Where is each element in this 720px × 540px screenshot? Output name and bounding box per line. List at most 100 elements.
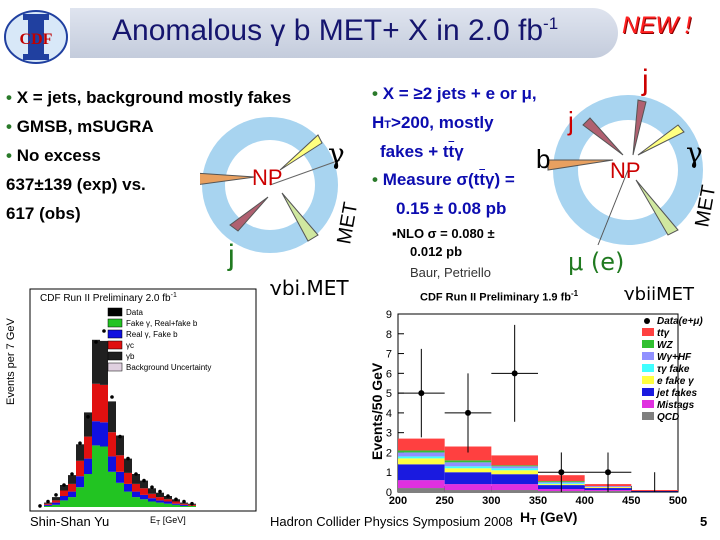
left-b-label: b xyxy=(200,162,201,193)
right-legend-swatch xyxy=(642,328,654,336)
left-np-label: NP xyxy=(252,165,283,190)
left-bar-segment xyxy=(84,458,92,474)
left-legend-entry: γb xyxy=(126,352,135,361)
right-bar-segment xyxy=(444,490,492,492)
cdf-logo: CDF xyxy=(3,8,69,66)
left-bar-segment xyxy=(164,503,172,507)
left-data-point xyxy=(102,329,106,333)
left-bar-segment xyxy=(116,471,124,483)
right-bar-segment xyxy=(491,484,538,491)
right-plot: Events/50 GeV 0 1 2 3 4 5 6 7 8 9 200 250 300 350 400… xyxy=(369,309,703,528)
right-jet-wedge-2 xyxy=(632,99,647,156)
left-bar-segment xyxy=(172,501,180,504)
right-credit: Baur, Petriello xyxy=(410,265,491,280)
right-xtick-label: 450 xyxy=(622,495,640,507)
left-bar-segment xyxy=(44,503,52,505)
left-bar-segment xyxy=(60,496,68,501)
right-legend-swatch xyxy=(642,388,654,396)
left-legend-swatch xyxy=(107,340,123,350)
left-bar-segment xyxy=(92,445,100,507)
left-expected-count: 637±139 (exp) vs. xyxy=(6,175,146,194)
left-bar-segment xyxy=(132,497,140,507)
right-photon-wedge xyxy=(637,124,685,156)
right-legend-entry: τγ fake xyxy=(657,364,690,375)
left-observed-count: 617 (obs) xyxy=(6,204,81,223)
right-ytick-label: 0 xyxy=(386,487,392,499)
right-bar-segment xyxy=(491,466,538,469)
new-badge: NEW ! xyxy=(622,12,692,39)
left-b-jet-wedge xyxy=(200,172,256,185)
left-legend-swatch xyxy=(107,318,123,328)
left-bar-segment xyxy=(44,505,52,507)
right-legend-entry: QCD xyxy=(657,412,679,423)
left-bar-segment xyxy=(180,503,188,505)
right-plot-xlabel: HT (GeV) xyxy=(520,509,577,528)
right-legend-swatch xyxy=(642,352,654,360)
left-bar-segment xyxy=(156,502,164,507)
right-ytick-label: 4 xyxy=(386,408,392,420)
right-j-mid-label: j xyxy=(567,106,574,136)
right-xtick-label: 350 xyxy=(529,495,547,507)
left-data-point xyxy=(166,494,170,498)
left-bar-segment xyxy=(60,500,68,507)
left-bar-segment xyxy=(156,500,164,503)
left-bullet-1: • X = jets, background mostly fakes xyxy=(6,88,292,107)
right-nlo-line-2: 0.012 pb xyxy=(410,244,463,259)
left-bar-segment xyxy=(92,421,100,446)
left-bar-segment xyxy=(108,401,116,433)
left-bar-segment xyxy=(180,504,188,506)
right-jet-wedge-1 xyxy=(582,117,624,156)
left-gamma-label: γ xyxy=(328,137,345,170)
right-ht-line: HT>200, mostly xyxy=(372,113,494,132)
left-bar-segment xyxy=(124,491,132,507)
left-data-point xyxy=(150,485,154,489)
right-bar-segment xyxy=(491,470,538,475)
left-bar-segment xyxy=(52,500,60,503)
left-bar-segment xyxy=(140,480,148,489)
footer-conference: Hadron Collider Physics Symposium 2008 xyxy=(270,514,513,529)
page-title: Anomalous γ b MET+ X in 2.0 fb-1 xyxy=(112,14,559,47)
right-data-point xyxy=(558,469,565,476)
left-bar-segment xyxy=(84,474,92,507)
right-b-jet-wedge xyxy=(547,159,614,171)
left-bar-segment xyxy=(100,422,108,447)
right-bar-segment xyxy=(491,474,538,485)
left-legend-entry: γc xyxy=(126,341,134,350)
left-bar-segment xyxy=(132,491,140,498)
right-legend-entry: WZ xyxy=(657,340,673,351)
left-bar-segment xyxy=(68,491,76,498)
left-data-point xyxy=(94,340,98,344)
left-data-point xyxy=(182,499,186,504)
left-data-point xyxy=(110,395,114,399)
left-bar-segment xyxy=(140,494,148,500)
footer-author: Shin-Shan Yu xyxy=(30,514,110,529)
left-bar-segment xyxy=(172,503,180,505)
left-bar-segment xyxy=(156,497,164,501)
left-legend-swatch xyxy=(107,329,123,339)
left-plot: Events per 7 GeV CDF Run II Preliminary … xyxy=(5,288,257,525)
left-bar-segment xyxy=(124,458,132,473)
right-j-top-label: j xyxy=(641,64,649,97)
right-mu-label: μ (e) xyxy=(568,248,624,276)
left-data-point xyxy=(118,434,122,439)
right-plot-xticks: 200 250 300 350 400 450 500 xyxy=(389,486,687,507)
right-bar-segment xyxy=(398,464,445,481)
right-bar-segment xyxy=(444,446,492,461)
right-legend-entry: Data(e+μ) xyxy=(657,316,703,327)
left-bar-segment xyxy=(76,460,84,477)
left-bar-segment xyxy=(52,497,60,501)
right-plot-data-points xyxy=(398,324,678,493)
right-bullet-1: • X = ≥2 jets + e or μ, xyxy=(372,84,537,103)
left-bar-segment xyxy=(116,455,124,472)
title-bar xyxy=(70,8,618,58)
right-plot-caption: CDF Run II Preliminary 1.9 fb-1 xyxy=(420,289,579,304)
left-data-point xyxy=(158,489,162,494)
right-data-point xyxy=(465,409,471,416)
left-bar-segment xyxy=(188,505,196,507)
right-bar-segment xyxy=(398,438,445,451)
left-bar-segment xyxy=(92,339,100,384)
left-met-line xyxy=(269,159,341,186)
left-bar-segment xyxy=(156,492,164,498)
right-bar-segment xyxy=(398,452,445,457)
left-data-point xyxy=(134,472,138,476)
